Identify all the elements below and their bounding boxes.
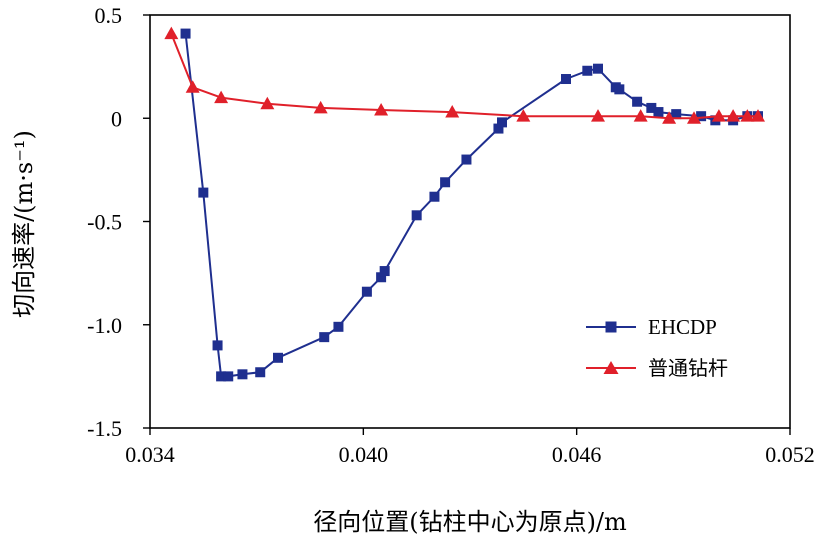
x-tick-label: 0.034: [125, 442, 175, 467]
data-point-ehcdp: [646, 102, 657, 113]
data-point-ordinary: [711, 109, 726, 122]
data-point-ehcdp: [319, 332, 330, 343]
data-point-ehcdp: [614, 84, 625, 95]
data-point-ehcdp: [671, 109, 682, 120]
data-point-ordinary: [313, 100, 328, 114]
data-point-ordinary: [687, 111, 701, 124]
x-axis-title: 径向位置(钻柱中心为原点)/m: [313, 508, 627, 536]
x-tick-label: 0.046: [552, 442, 602, 467]
data-point-ordinary: [662, 111, 677, 124]
data-point-ehcdp: [440, 177, 451, 188]
data-point-ordinary: [164, 26, 179, 40]
data-point-ehcdp: [273, 352, 283, 363]
data-point-ordinary: [516, 109, 531, 122]
data-point-ordinary: [260, 96, 275, 110]
x-tick-label: 0.040: [339, 442, 389, 467]
series-line-ordinary: [170, 33, 758, 120]
data-point-ordinary: [185, 80, 200, 93]
plot-area: [149, 14, 791, 429]
data-point-ehcdp: [461, 154, 472, 165]
legend-label-ordinary: 普通钻杆: [648, 356, 728, 380]
data-point-ordinary: [633, 109, 648, 122]
y-tick-label: -0.5: [87, 210, 122, 235]
data-point-ordinary: [445, 105, 460, 118]
data-point-ehcdp: [198, 187, 209, 198]
data-point-ordinary: [214, 90, 229, 104]
data-point-ehcdp: [379, 266, 390, 277]
legend-label-ehcdp: EHCDP: [648, 315, 717, 339]
legend-marker-ehcdp: [605, 321, 617, 333]
data-point-ordinary: [751, 109, 765, 122]
data-point-ehcdp: [429, 191, 440, 202]
data-point-ehcdp: [696, 111, 707, 122]
data-point-ehcdp: [653, 107, 664, 118]
data-point-ehcdp: [223, 371, 234, 382]
y-tick-label: 0: [111, 106, 122, 131]
data-point-ordinary: [740, 109, 755, 122]
data-point-ehcdp: [237, 369, 248, 380]
data-point-ehcdp: [561, 74, 571, 85]
data-point-ehcdp: [493, 123, 504, 134]
y-tick-label: 0.5: [95, 3, 123, 28]
data-point-ehcdp: [361, 286, 372, 297]
data-point-ehcdp: [255, 367, 266, 378]
data-point-ehcdp: [180, 28, 191, 39]
data-point-ordinary: [726, 109, 741, 122]
data-point-ordinary: [374, 102, 389, 116]
tick-layer: 0.034 0.040 0.046 0.052 0.5 0 -0.5 -1.0 -1.5: [87, 3, 815, 467]
legend: EHCDP 普通钻杆: [586, 315, 728, 380]
x-tick-label: 0.052: [765, 442, 815, 467]
data-point-ehcdp: [216, 371, 227, 382]
data-point-ehcdp: [376, 272, 387, 283]
data-point-ehcdp: [497, 117, 507, 128]
y-tick-label: -1.0: [87, 313, 122, 338]
data-point-ehcdp: [212, 340, 223, 351]
data-point-ehcdp: [593, 63, 603, 74]
y-tick-label: -1.5: [87, 416, 122, 441]
data-point-ehcdp: [582, 65, 593, 76]
legend-marker-ordinary: [603, 361, 619, 374]
data-point-ehcdp: [333, 321, 344, 332]
data-point-ehcdp: [411, 210, 422, 221]
data-point-ehcdp: [632, 96, 643, 107]
y-axis-title: 切向速率/(m·s⁻¹): [10, 130, 38, 318]
series-layer: [164, 26, 765, 382]
data-point-ordinary: [591, 109, 605, 122]
